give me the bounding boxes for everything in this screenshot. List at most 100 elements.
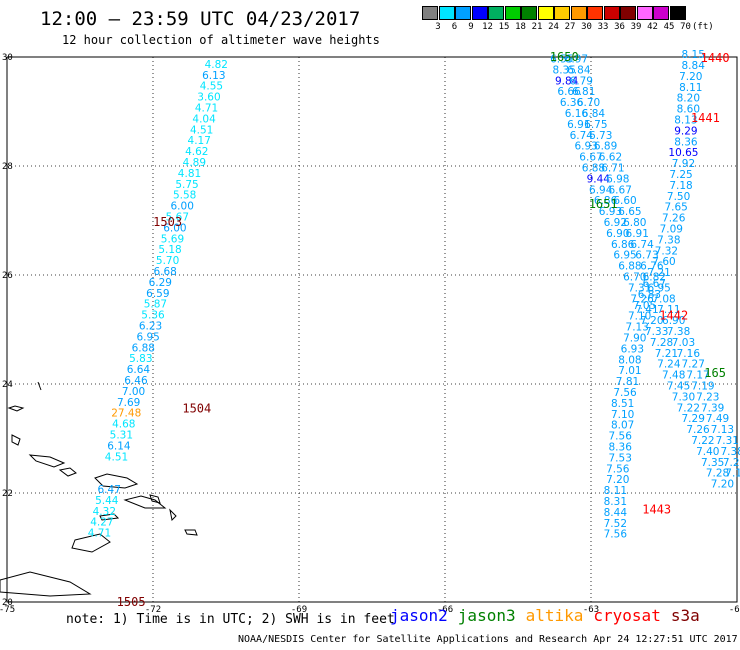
satellite-legend: jason2 jason3 altika cryosat s3a (390, 606, 710, 625)
legend-label: 70 (680, 22, 691, 32)
lat-tick-label: 22 (2, 489, 13, 499)
swh-value: 7.38 (657, 234, 680, 246)
swh-value: 6.93 (599, 206, 622, 218)
swh-value: 7.33 (645, 326, 668, 338)
swh-value: 7.28 (706, 468, 729, 480)
swh-value: 7.25 (669, 169, 692, 181)
coastline (149, 494, 161, 504)
swh-value: 6.90 (606, 228, 629, 240)
swh-value: 7.05 (633, 300, 656, 312)
legend-label: 15 (498, 22, 510, 32)
legend-label: 3 (435, 22, 441, 32)
pass-number: 1442 (659, 308, 688, 322)
swh-value: 6.75 (584, 119, 607, 131)
swh-value: 6.88 (132, 342, 155, 354)
swh-value: 8.11 (679, 82, 702, 94)
swh-value: 5.58 (173, 190, 196, 202)
legend-label: 18 (515, 22, 526, 32)
swh-value: 6.88 (582, 162, 605, 174)
legend-label: 33 (597, 22, 609, 32)
swh-value: 7.40 (696, 446, 719, 458)
swh-value: 6.62 (599, 152, 622, 164)
swh-value: 7.17 (686, 370, 709, 382)
satellite-label-s3a: s3a (670, 606, 700, 625)
swh-value: 6.29 (149, 277, 172, 289)
pass-number: 1504 (182, 402, 211, 416)
swh-value: 6.74 (570, 130, 594, 142)
swh-value: 7.32 (655, 245, 678, 257)
legend-swatch (554, 6, 570, 20)
swh-value: 7.19 (691, 380, 714, 392)
swh-value: 5.36 (141, 310, 165, 322)
swh-value: 6.81 (572, 86, 595, 98)
footnote: note: 1) Time is in UTC; 2) SWH is in fe… (66, 612, 395, 627)
lon-tick-label: -66 (437, 605, 453, 615)
pass-number: 1440 (701, 51, 730, 65)
swh-value: 7.31 (628, 282, 651, 294)
swh-value: 6.91 (626, 228, 649, 240)
satellite-label-cryosat: cryosat (593, 606, 661, 625)
swh-value: 4.55 (200, 81, 223, 93)
legend-swatch (570, 6, 587, 20)
swh-value: 5.70 (156, 255, 179, 267)
swh-value: 8.36 (674, 136, 698, 148)
lon-tick-label: -69 (291, 605, 307, 615)
swh-value: 7.35 (701, 457, 724, 469)
legend-unit: (ft) (692, 22, 714, 32)
swh-value: 6.83 (638, 289, 661, 301)
legend-swatch (504, 6, 521, 20)
swh-value: 6.00 (163, 222, 186, 234)
legend-swatch (669, 6, 686, 20)
swh-value: 7.13 (626, 322, 649, 334)
swh-value: 6.76 (640, 261, 664, 273)
swh-value: 7.11 (657, 304, 680, 316)
swh-value: 6.95 (647, 282, 670, 294)
swh-value: 7.56 (604, 529, 628, 541)
legend-swatch (471, 6, 488, 20)
swh-value: 27.48 (111, 408, 141, 420)
legend-label: 30 (581, 22, 592, 32)
swh-value: 7.38 (720, 446, 740, 458)
satellite-label-jason3: jason3 (457, 606, 516, 625)
lat-tick-label: 20 (2, 598, 13, 608)
map-frame (6, 56, 738, 603)
swh-value: 6.71 (601, 162, 624, 174)
pass-number: 1505 (117, 595, 146, 609)
swh-value: 7.11 (725, 468, 740, 480)
legend-swatch (587, 6, 603, 20)
swh-value: 7.45 (667, 380, 690, 392)
swh-value: 6.88 (618, 261, 641, 273)
swh-value: 7.23 (696, 391, 719, 403)
swh-value: 6.84 (582, 108, 606, 120)
swh-value: 7.52 (604, 518, 627, 530)
legend-swatch (422, 6, 438, 20)
legend-swatch (438, 6, 455, 20)
coastline (7, 405, 25, 412)
swh-value: 7.18 (669, 180, 692, 192)
swh-value: 6.89 (594, 141, 617, 153)
swh-value: 7.01 (618, 365, 641, 377)
swh-value: 6.36 (560, 97, 584, 109)
coastline (123, 495, 167, 509)
swh-value: 6.82 (643, 271, 666, 283)
lat-tick-label: 26 (2, 271, 13, 281)
swh-value: 7.29 (723, 457, 740, 469)
swh-value: 7.31 (716, 435, 739, 447)
swh-value: 7.50 (667, 191, 690, 203)
swh-value: 6.84 (567, 64, 591, 76)
swh-value: 7.20 (711, 479, 734, 491)
swh-value: 7.27 (682, 359, 705, 371)
swh-value: 7.28 (650, 337, 673, 349)
swh-value: 7.24 (657, 359, 681, 371)
swh-value: 7.30 (672, 391, 695, 403)
swh-value: 7.56 (606, 463, 630, 475)
swh-value: 7.38 (667, 326, 690, 338)
swh-value: 7.21 (655, 348, 678, 360)
swh-value: 6.73 (589, 130, 612, 142)
swh-value: 7.10 (628, 311, 651, 323)
pass-number: 1443 (642, 502, 671, 516)
legend-label: 36 (614, 22, 625, 32)
pass-number: 1651 (589, 197, 618, 211)
pass-number: 1441 (691, 111, 720, 125)
swh-value: 5.75 (175, 179, 198, 191)
